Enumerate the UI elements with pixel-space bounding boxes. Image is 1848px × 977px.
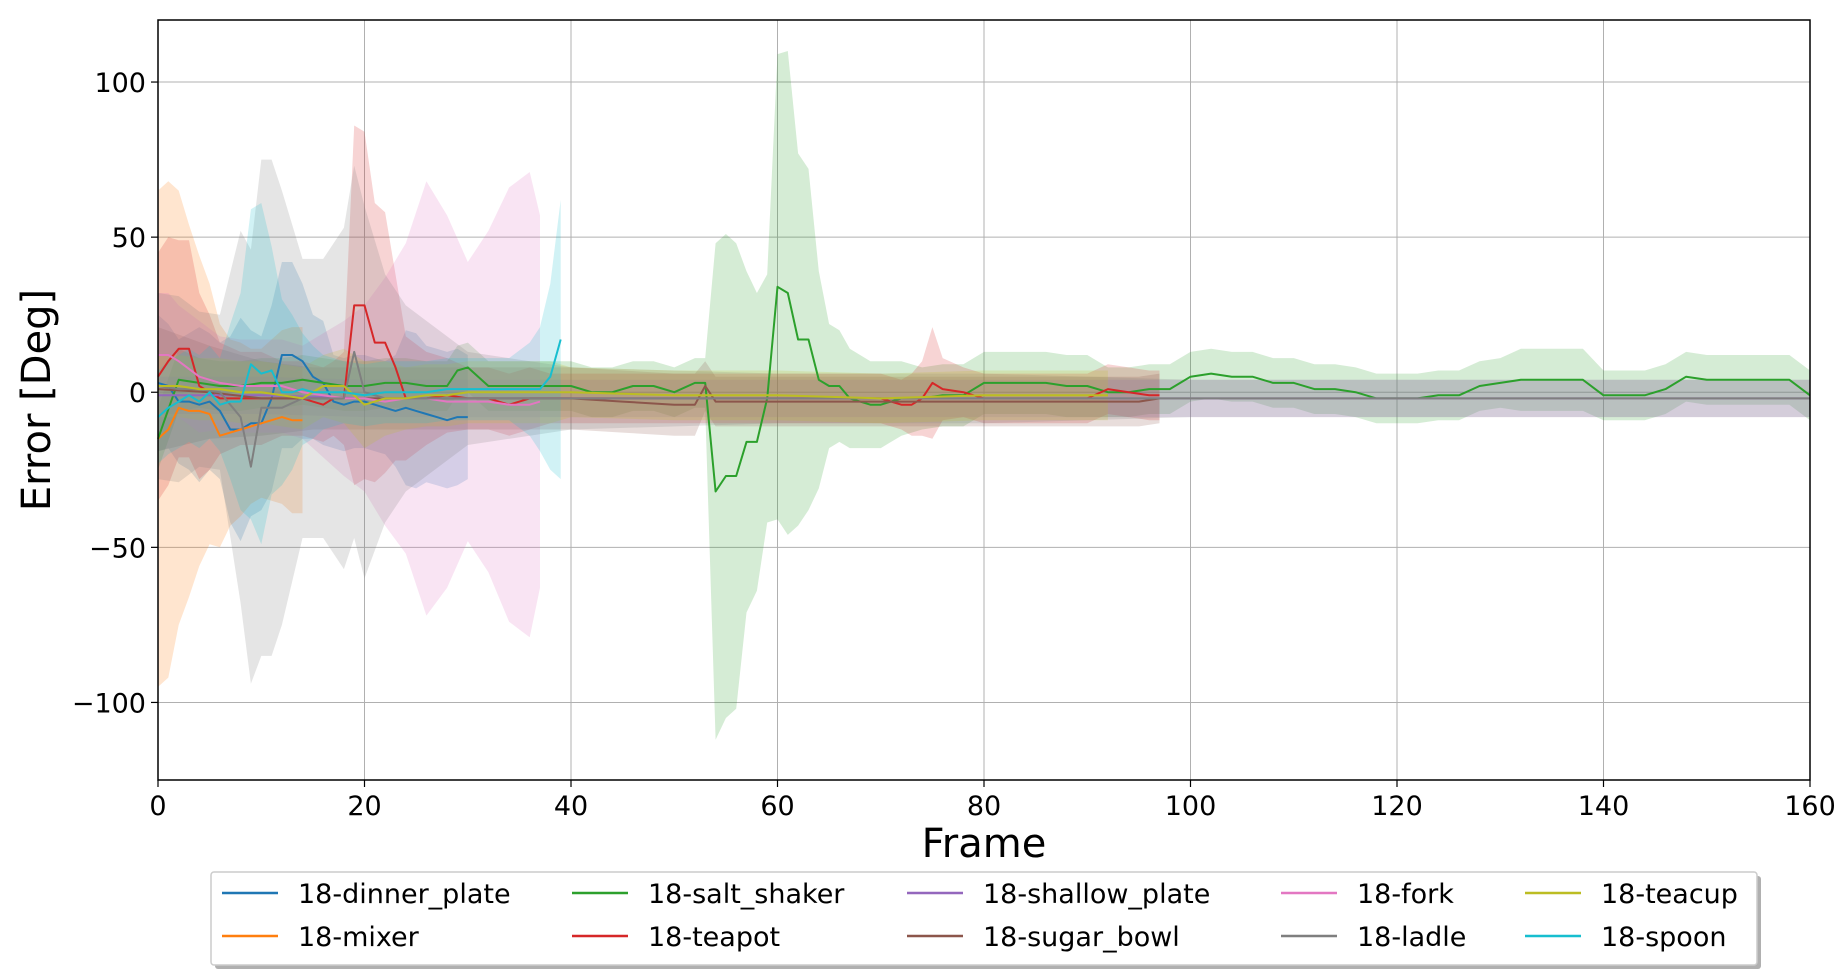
y-tick-label: −50 <box>89 533 146 564</box>
legend-items: 18-dinner_plate 18-mixer 18-salt_shaker 18-… <box>222 879 1738 953</box>
series-band-18-sugar_bowl <box>158 327 1160 452</box>
x-tick-label: 120 <box>1371 791 1423 822</box>
series-band-18-fork <box>158 172 540 638</box>
legend: 18-dinner_plate 18-mixer 18-salt_shaker 18-… <box>210 871 1761 969</box>
lines-layer <box>157 285 1811 493</box>
series-band-18-teapot <box>158 125 1160 501</box>
x-tick-label: 100 <box>1165 791 1217 822</box>
legend-label: 18-sugar_bowl <box>983 922 1180 953</box>
series-band-18-mixer <box>158 181 303 687</box>
legend-label: 18-dinner_plate <box>298 879 511 910</box>
y-tick-label: −100 <box>72 688 146 719</box>
series-line-18-mixer <box>157 406 303 440</box>
y-tick-label: 100 <box>94 68 146 99</box>
x-tick-layer: 0 20 40 60 80 100 120 140 160 <box>149 780 1836 822</box>
series-line-18-ladle <box>157 350 1810 468</box>
x-tick-label: 140 <box>1578 791 1630 822</box>
legend-box <box>210 871 1758 966</box>
x-tick-label: 40 <box>554 791 588 822</box>
y-tick-label: 0 <box>129 378 146 409</box>
legend-label: 18-shallow_plate <box>983 879 1210 910</box>
legend-label: 18-fork <box>1357 879 1454 910</box>
series-line-18-dinner_plate <box>157 354 468 431</box>
legend-label: 18-mixer <box>298 922 420 953</box>
x-tick-label: 20 <box>347 791 381 822</box>
legend-label: 18-spoon <box>1601 922 1726 953</box>
legend-label: 18-teapot <box>648 922 780 953</box>
legend-label: 18-teacup <box>1601 879 1738 910</box>
series-band-18-ladle <box>158 159 1810 684</box>
legend-label: 18-ladle <box>1357 922 1466 953</box>
series-line-18-teacup <box>158 385 1108 406</box>
series-line-18-salt_shaker <box>157 285 1811 493</box>
x-tick-label: 0 <box>149 791 166 822</box>
series-line-18-spoon <box>157 339 562 418</box>
legend-label: 18-salt_shaker <box>648 879 845 910</box>
grid-layer <box>157 20 1811 780</box>
y-axis-title: Error [Deg] <box>14 289 60 511</box>
x-tick-label: 80 <box>967 791 1001 822</box>
y-tick-label: 50 <box>112 223 146 254</box>
y-tick-layer: −100 −50 0 50 100 <box>72 68 158 719</box>
x-tick-label: 60 <box>760 791 794 822</box>
x-axis-title: Frame <box>922 821 1047 867</box>
x-tick-label: 160 <box>1784 791 1836 822</box>
